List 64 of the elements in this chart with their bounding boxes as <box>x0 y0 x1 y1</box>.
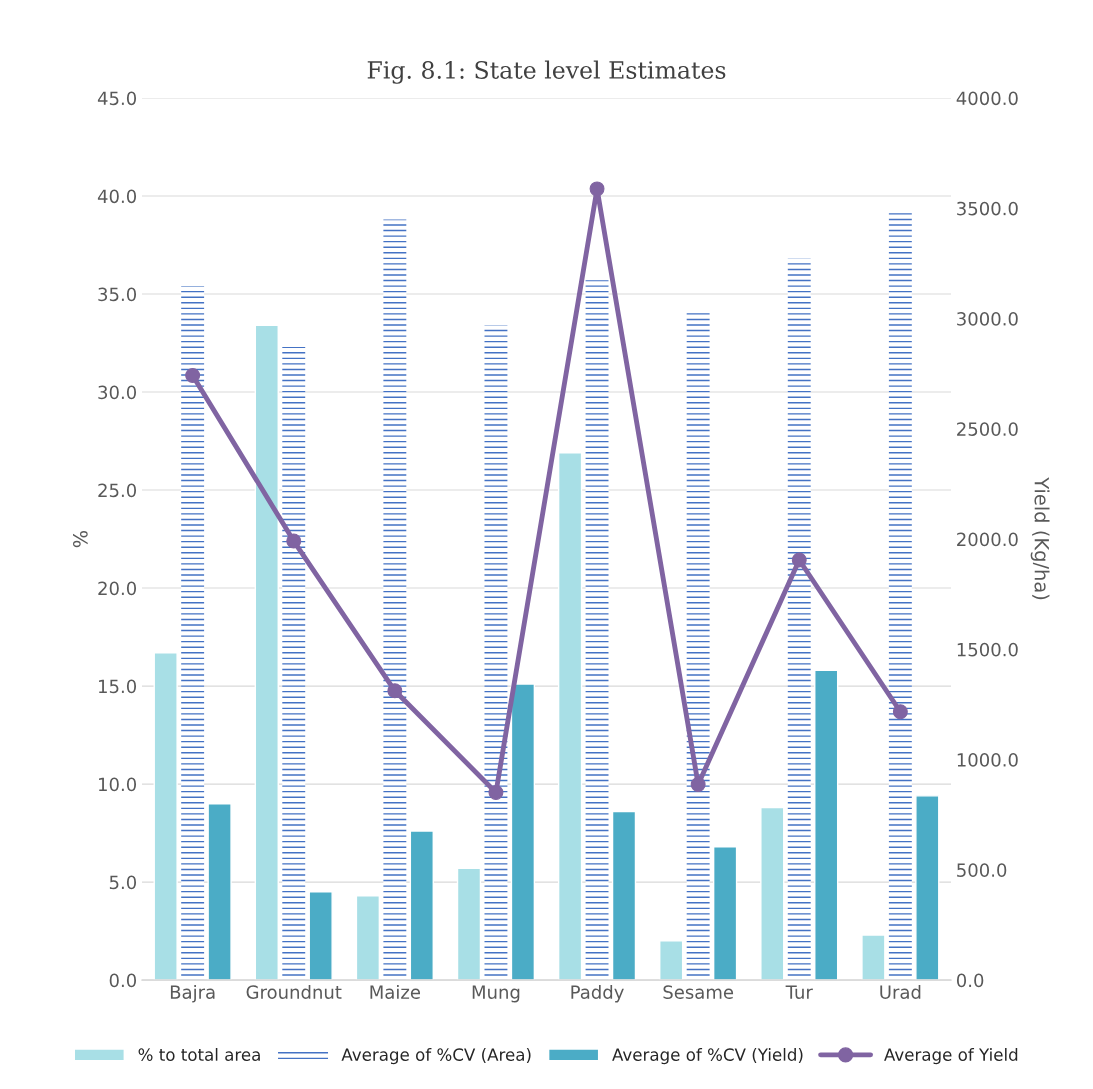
x-tick-label: Urad <box>880 984 921 999</box>
x-tick-label: Bajra <box>170 984 215 1003</box>
y-axis-title: % <box>73 530 88 548</box>
y2-tick-label: 1000.0 <box>957 753 1018 767</box>
x-tick-label: Tur <box>785 985 813 999</box>
y2-axis-title: Yield (Kg/ha) <box>1030 477 1050 600</box>
chart-title: Fig. 8.1: State level Estimates <box>367 60 726 84</box>
y-tick-label: 0.0 <box>109 973 137 988</box>
x-tick-label: Sesame <box>663 985 734 999</box>
y2-tick-label: 3500.0 <box>957 201 1018 216</box>
x-tick-label: Paddy <box>571 984 624 1003</box>
bar <box>814 669 839 981</box>
bar <box>787 258 811 981</box>
bar <box>308 891 333 981</box>
bar <box>355 895 381 981</box>
bar <box>282 346 306 981</box>
bar <box>915 795 940 981</box>
point <box>791 552 807 568</box>
y-tick-label: 45.0 <box>97 91 137 106</box>
y2-tick-label: 3000.0 <box>957 311 1018 326</box>
bar <box>484 325 508 981</box>
y-tick-label: 40.0 <box>97 189 137 204</box>
bar <box>456 867 482 981</box>
bar <box>861 934 886 981</box>
point <box>690 777 706 792</box>
bar <box>153 652 178 981</box>
y2-tick-label: 2000.0 <box>957 532 1018 547</box>
bar <box>659 940 684 981</box>
x-tick-label: Maize <box>370 984 421 999</box>
y-tick-label: 10.0 <box>99 777 137 792</box>
point <box>286 533 302 549</box>
bar <box>585 280 609 981</box>
point <box>185 367 201 383</box>
bar <box>510 683 536 981</box>
x-tick-label: Mung <box>472 985 520 1003</box>
y2-tick-label: 2500.0 <box>957 422 1018 436</box>
y-tick-label: 35.0 <box>98 287 137 302</box>
legend-label: % to total area <box>138 1048 260 1061</box>
y-tick-label: 15.0 <box>99 679 137 694</box>
y2-tick-label: 4000.0 <box>956 91 1018 106</box>
y-tick-label: 20.0 <box>98 581 137 596</box>
point <box>387 683 403 699</box>
legend-label: Average of Yield <box>884 1048 1018 1065</box>
point <box>589 181 605 197</box>
point <box>892 704 908 720</box>
bar <box>409 830 434 981</box>
bar <box>611 810 637 981</box>
y2-tick-label: 1500.0 <box>957 642 1018 657</box>
bar <box>760 806 785 981</box>
bar <box>383 219 407 981</box>
x-tick-label: Groundnut <box>246 984 342 999</box>
y2-tick-label: 0.0 <box>956 973 984 988</box>
y2-tick-label: 500.0 <box>957 863 1007 877</box>
bar <box>181 286 205 981</box>
legend-label: Average of %CV (Yield) <box>612 1048 803 1065</box>
y-tick-label: 5.0 <box>109 875 137 890</box>
y-tick-label: 30.0 <box>98 385 137 400</box>
legend-label: Average of %CV (Area) <box>341 1048 531 1065</box>
bar <box>712 846 738 981</box>
point <box>488 784 504 800</box>
y-tick-label: 25.0 <box>98 483 137 498</box>
bar <box>254 324 279 981</box>
bar <box>557 452 583 981</box>
bar <box>207 802 232 981</box>
